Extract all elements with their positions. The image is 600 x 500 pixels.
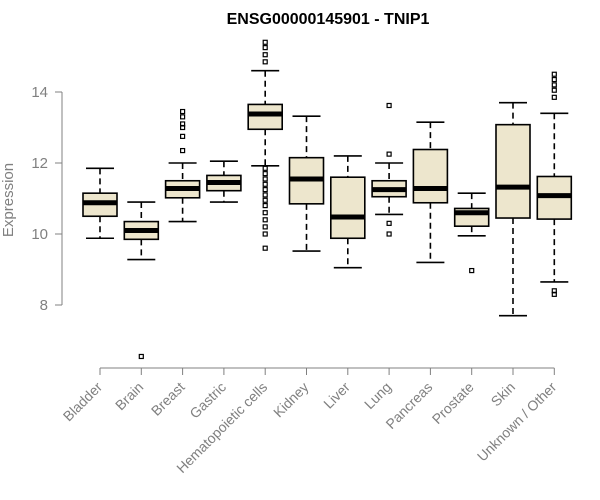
x-tick-label: Brain <box>112 379 146 413</box>
outlier-point <box>262 210 268 216</box>
y-tick-label: 14 <box>31 84 48 101</box>
x-tick-label: Bladder <box>60 379 106 425</box>
x-tick-label: Breast <box>148 379 188 419</box>
outlier-point <box>262 224 268 230</box>
outlier-point <box>386 231 392 237</box>
y-tick-label: 12 <box>31 155 48 172</box>
x-tick-label: Skin <box>488 379 519 410</box>
outlier-point <box>262 181 268 187</box>
outlier-point <box>551 71 557 77</box>
outlier-point <box>262 197 268 203</box>
chart-title: ENSG00000145901 - TNIP1 <box>227 11 430 28</box>
box-group <box>123 201 160 360</box>
outlier-point <box>262 39 268 45</box>
outlier-point <box>262 192 268 198</box>
x-tick-label: Kidney <box>270 379 312 421</box>
box-group <box>288 115 325 252</box>
x-tick-label: Prostate <box>429 379 477 427</box>
box-group <box>164 108 201 223</box>
outlier-point <box>262 245 268 251</box>
box-group <box>495 101 531 317</box>
outlier-point <box>551 76 557 83</box>
box-group <box>206 160 242 203</box>
outlier-point <box>180 121 186 127</box>
x-tick-label: Lung <box>361 379 394 412</box>
outlier-point <box>386 102 392 109</box>
outlier-point <box>180 147 186 154</box>
outlier-point <box>180 108 186 115</box>
box-group <box>453 192 490 274</box>
outlier-point <box>262 45 268 51</box>
outlier-point <box>262 165 268 171</box>
outlier-point <box>262 231 268 237</box>
outlier-point <box>551 288 557 294</box>
outlier-point <box>262 176 268 182</box>
y-tick-label: 8 <box>40 297 48 314</box>
box-group <box>329 155 366 269</box>
iqr-box <box>247 103 283 131</box>
box-group <box>536 71 573 297</box>
outlier-point <box>386 220 392 226</box>
plot-area <box>82 39 573 360</box>
y-axis-label: Expression <box>0 163 17 237</box>
outlier-point <box>180 133 186 139</box>
outlier-point <box>469 267 475 274</box>
box-group <box>412 121 449 264</box>
iqr-box <box>495 123 531 219</box>
y-tick-label: 10 <box>31 226 48 243</box>
iqr-box <box>412 148 449 204</box>
y-axis: 8 10 12 14 <box>31 84 63 314</box>
outlier-point <box>262 52 268 58</box>
outlier-point <box>262 187 268 193</box>
box-group <box>371 102 407 237</box>
outlier-point <box>262 217 268 223</box>
outlier-point <box>551 94 557 100</box>
box-group <box>82 167 118 240</box>
outlier-point <box>262 203 268 209</box>
iqr-box <box>329 176 366 240</box>
outlier-point <box>180 114 186 120</box>
outlier-point <box>551 82 557 88</box>
outlier-point <box>138 353 144 360</box>
outlier-point <box>262 171 268 177</box>
outlier-point <box>386 151 392 157</box>
outlier-point <box>551 87 557 93</box>
box-group <box>247 39 283 251</box>
outlier-point <box>262 59 268 65</box>
x-tick-label: Liver <box>320 379 353 412</box>
